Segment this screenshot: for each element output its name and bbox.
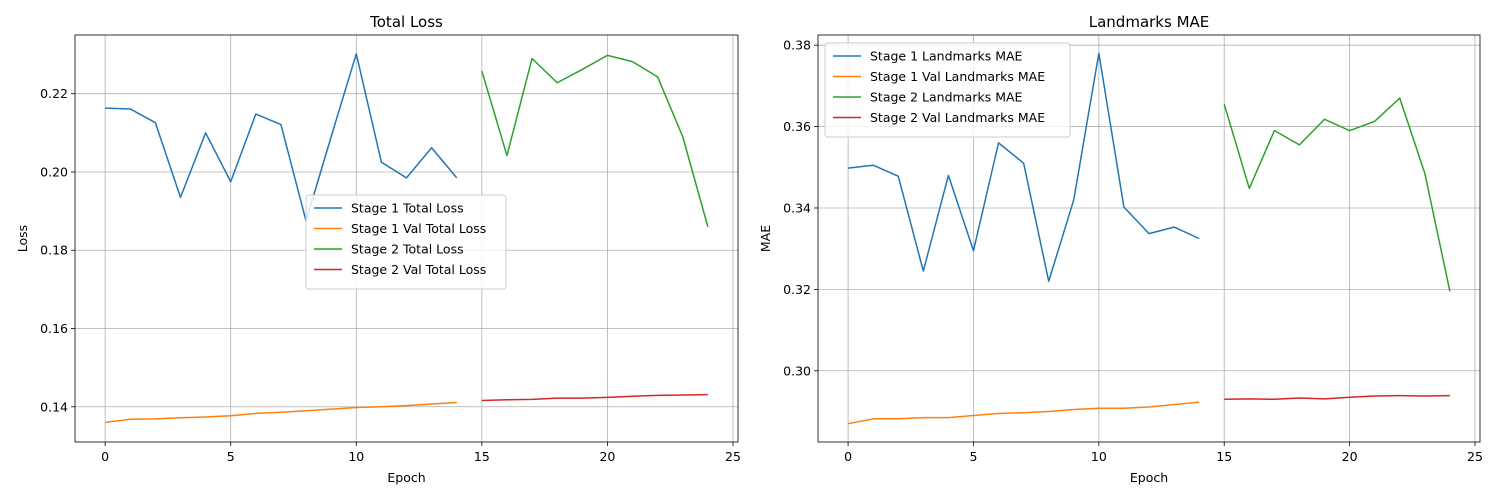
y-tick-label: 0.16: [40, 321, 68, 336]
legend-label-2: Stage 1 Val Total Loss: [351, 221, 486, 236]
series-line-2: [847, 401, 1200, 425]
x-tick-label: 5: [969, 449, 977, 464]
chart-landmarks-mae: 0 5 10 15 20 25 0.30 0.32 0.34 0.36 0.38 Landmarks …: [758, 13, 1483, 485]
legend-label-3: Stage 2 Landmarks MAE: [870, 90, 1023, 105]
series-line-1: [848, 52, 1200, 282]
x-tick-label: 0: [844, 449, 852, 464]
series-line-4: [481, 393, 708, 402]
y-tick-label: 0.30: [783, 363, 811, 378]
y-tick-label: 0.14: [40, 399, 68, 414]
chart-total-loss: 0 5 10 15 20 25 0.14 0.16 0.18 0.20 0.22 Total Loss…: [15, 13, 741, 485]
x-tick-label: 5: [227, 449, 235, 464]
y-axis-label: MAE: [758, 225, 773, 252]
y-tick-label: 0.22: [40, 86, 68, 101]
legend-box: [305, 194, 507, 290]
x-tick-label: 10: [1091, 449, 1107, 464]
axes-frame: [817, 34, 1481, 443]
legend: Stage 1 Total Loss Stage 1 Val Total Loss…: [305, 194, 507, 290]
series-line-3: [481, 54, 709, 227]
x-tick-label: 0: [101, 449, 109, 464]
legend-label-1: Stage 1 Landmarks MAE: [870, 49, 1023, 64]
x-tick-label: 15: [474, 449, 490, 464]
y-tick-label: 0.36: [783, 119, 811, 134]
x-axis-label: Epoch: [1130, 470, 1168, 485]
chart-title: Landmarks MAE: [1089, 13, 1210, 31]
legend-label-2: Stage 1 Val Landmarks MAE: [870, 69, 1045, 84]
x-tick-label: 15: [1216, 449, 1232, 464]
y-tick-label: 0.18: [40, 243, 68, 258]
x-tick-label: 20: [599, 449, 615, 464]
y-tick-label: 0.38: [783, 38, 811, 53]
legend: Stage 1 Landmarks MAE Stage 1 Val Landmar…: [824, 42, 1071, 138]
legend-box: [824, 42, 1071, 138]
legend-label-1: Stage 1 Total Loss: [351, 201, 464, 216]
legend-label-3: Stage 2 Total Loss: [351, 242, 464, 257]
y-axis-label: Loss: [15, 225, 30, 252]
x-tick-label: 10: [348, 449, 364, 464]
y-tick-label: 0.20: [40, 164, 68, 179]
x-tick-label: 25: [1467, 449, 1483, 464]
chart-title: Total Loss: [369, 13, 443, 31]
series-line-3: [1223, 97, 1451, 292]
series-line-2: [105, 401, 457, 424]
y-tick-label: 0.32: [783, 282, 811, 297]
series-line-4: [1224, 394, 1450, 401]
legend-label-4: Stage 2 Val Landmarks MAE: [870, 110, 1045, 125]
y-tick-label: 0.34: [783, 200, 811, 215]
x-tick-label: 20: [1342, 449, 1358, 464]
legend-label-4: Stage 2 Val Total Loss: [351, 262, 486, 277]
series-line-1: [105, 53, 458, 222]
x-tick-label: 25: [725, 449, 741, 464]
axes-frame: [74, 34, 739, 443]
x-axis-label: Epoch: [387, 470, 425, 485]
